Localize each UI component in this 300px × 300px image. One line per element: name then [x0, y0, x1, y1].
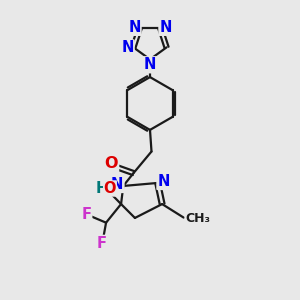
Text: O: O: [105, 156, 118, 171]
Text: N: N: [111, 177, 124, 192]
Text: N: N: [159, 20, 172, 35]
Text: F: F: [97, 236, 107, 251]
Text: N: N: [121, 40, 134, 56]
Text: CH₃: CH₃: [185, 212, 210, 225]
Text: F: F: [81, 207, 91, 222]
Text: O: O: [104, 181, 116, 196]
Text: N: N: [158, 174, 170, 189]
Text: N: N: [144, 57, 156, 72]
Text: N: N: [128, 20, 141, 35]
Text: H: H: [96, 181, 108, 196]
